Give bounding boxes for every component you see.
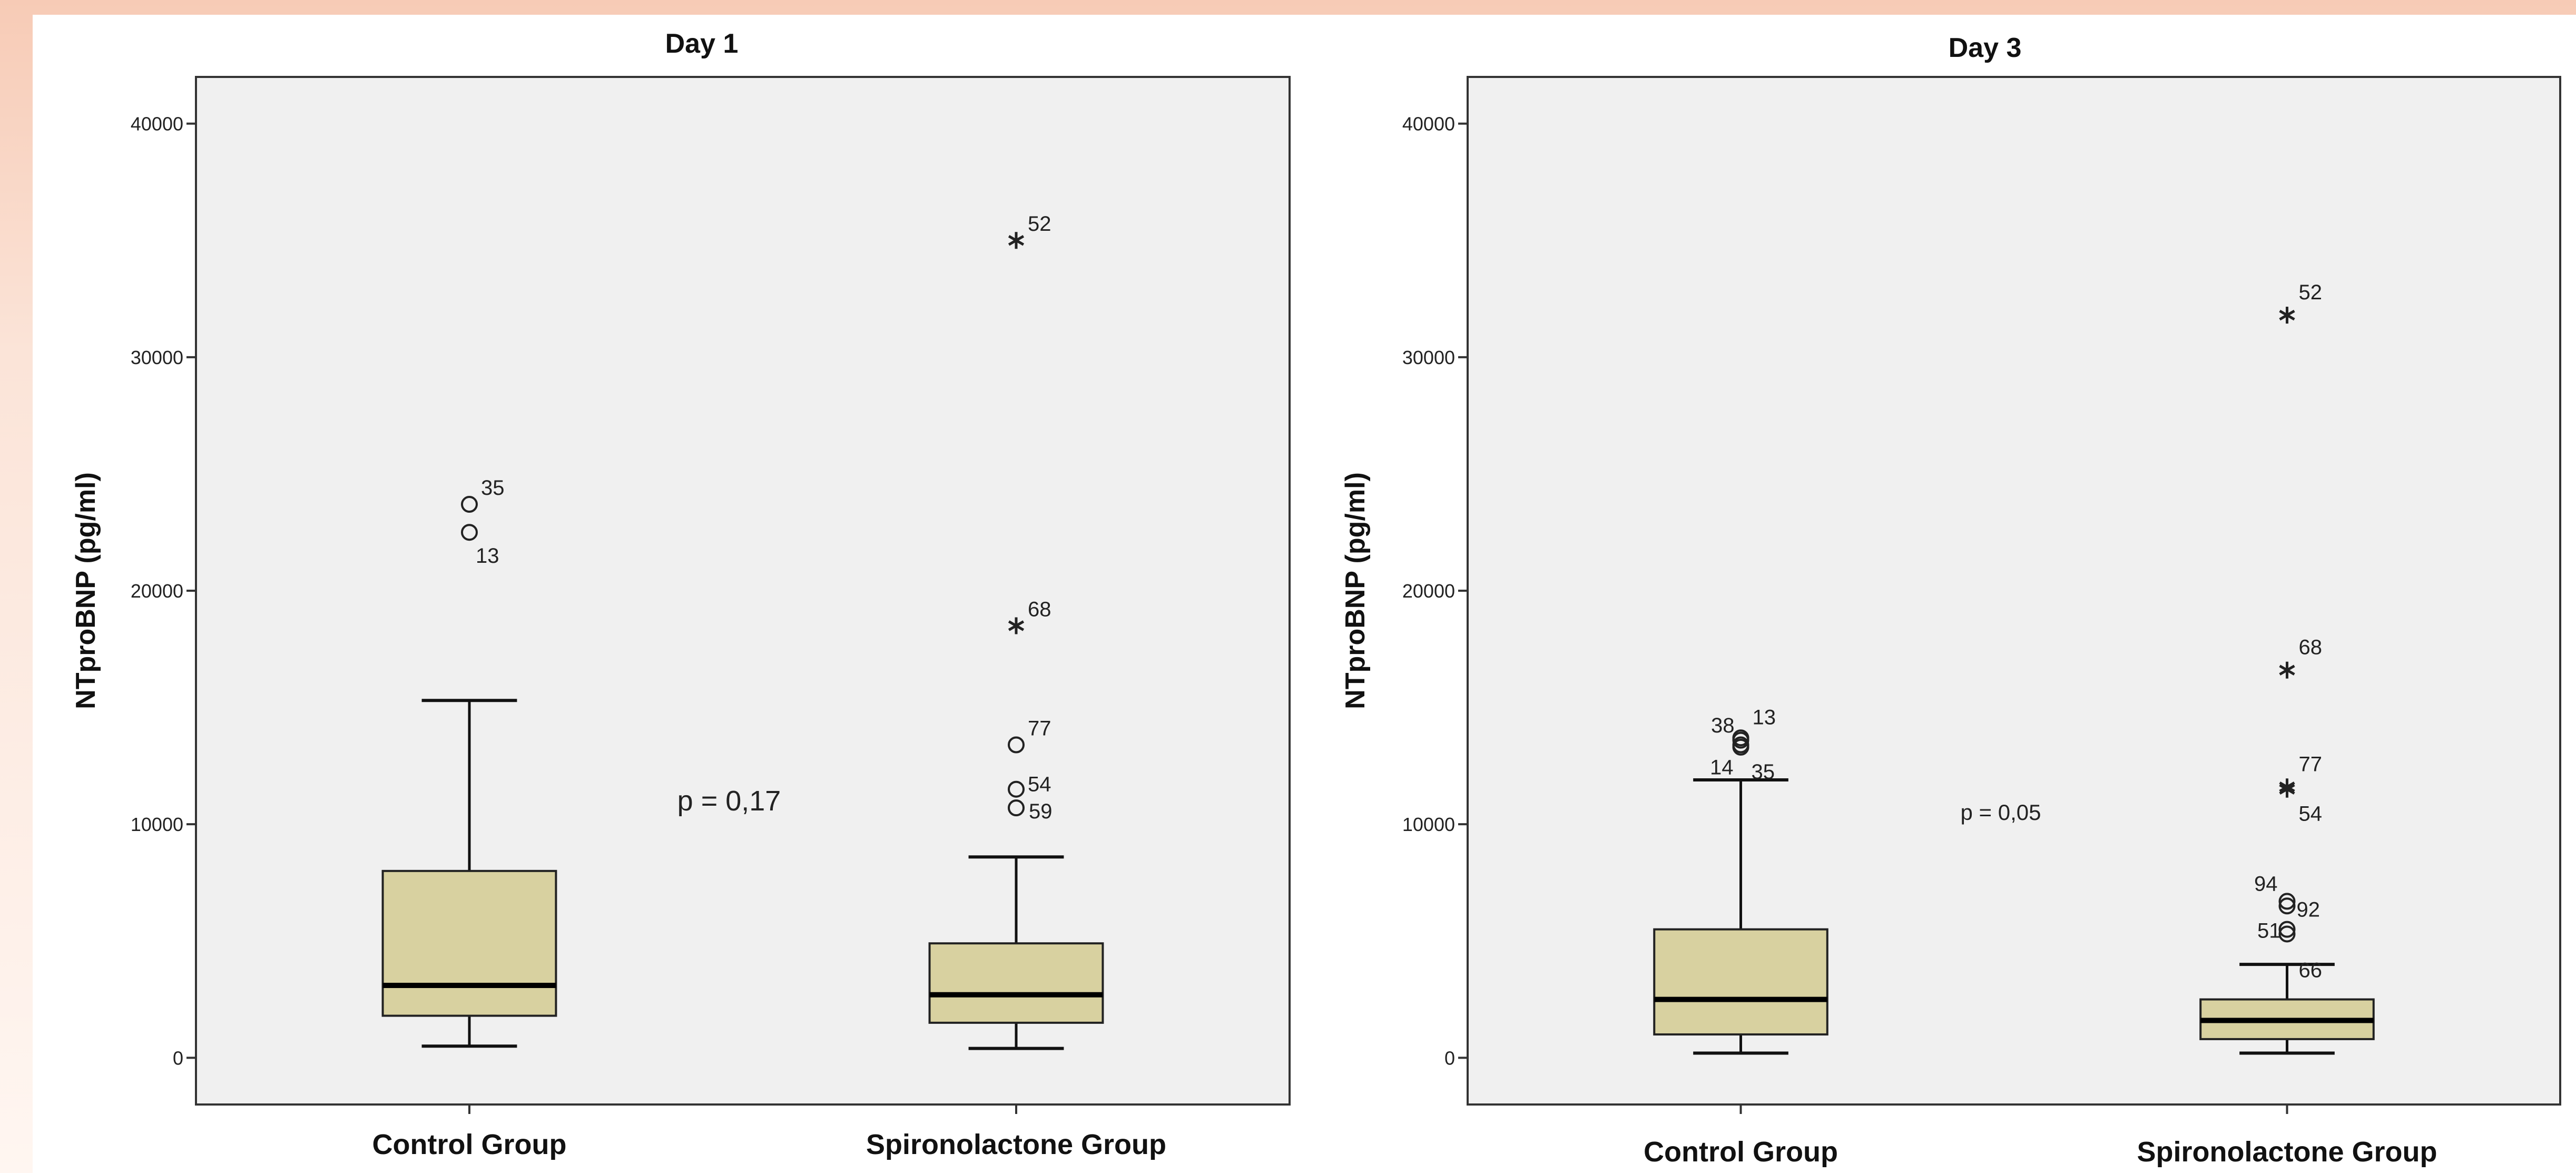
chart-0-group-0-outlier-13-circle-marker: [461, 524, 478, 541]
chart-1-group-1-outlier-92-circle-marker: [2278, 897, 2296, 915]
chart-0-plot-area: [195, 76, 1291, 1106]
chart-1-group-1-outlier-51-label: 51: [2257, 920, 2281, 943]
chart-0-group-1-category-label: Spironolactone Group: [866, 1129, 1166, 1160]
figure: Day 1 NTproBNP (pg/ml) 0 10000 20000 30000 400…: [33, 15, 2576, 1173]
chart-0-y-tick-label: 40000: [131, 113, 183, 135]
chart-0-group-1-outlier-52-star-marker-stroke: [1008, 235, 1025, 246]
chart-1-group-0-outlier-14-label: 14: [1710, 756, 1734, 779]
chart-1-group-1-outlier-52-star-marker-stroke: [2279, 309, 2295, 321]
chart-0-group-1-outlier-59-circle-marker: [1008, 799, 1025, 817]
chart-1-group-0-outlier-13-circle-marker: [1732, 731, 1749, 749]
chart-1-group-0-outlier-35-label: 35: [1752, 760, 1775, 784]
chart-1-y-axis-label: NTproBNP (pg/ml): [1340, 472, 1371, 709]
chart-0-p-value-annotation: p = 0,17: [677, 785, 781, 817]
chart-1-group-1-outlier-54-label: 54: [2299, 803, 2323, 826]
chart-1-y-tick-label: 20000: [1402, 580, 1455, 602]
chart-1-group-0-category-label: Control Group: [1644, 1136, 1838, 1168]
chart-0-group-0-outlier-35-circle-marker: [461, 496, 478, 513]
chart-1-group-1-outlier-68-star-marker-stroke: [2279, 664, 2295, 676]
chart-1-plot-area: [1467, 76, 2561, 1106]
chart-1-y-tick-label: 30000: [1402, 347, 1455, 368]
chart-0-group-0-outlier-13-label: 13: [476, 544, 499, 568]
boxplot-figure: Day 1 NTproBNP (pg/ml) 0 10000 20000 30000 400…: [71, 28, 2561, 1168]
chart-0-group-1-outlier-54-circle-marker: [1008, 780, 1025, 798]
chart-1-y-tick-label: 40000: [1402, 113, 1455, 135]
chart-1-group-0-outlier-38-label: 38: [1711, 714, 1735, 737]
chart-0-group-1-outlier-52-star-marker: [1008, 232, 1025, 249]
chart-1-group-1-outlier-77-label: 77: [2299, 752, 2323, 776]
chart-1-group-1-outlier-51-circle-marker: [2278, 921, 2296, 938]
chart-0-y-axis-label: NTproBNP (pg/ml): [71, 472, 101, 709]
chart-1-group-1-outlier-54-star-marker-stroke: [2279, 784, 2295, 795]
chart-0-y-tick-label: 10000: [131, 814, 183, 835]
chart-0-group-1-outlier-52-label: 52: [1028, 212, 1051, 236]
chart-0-y-tick-label: 0: [173, 1047, 183, 1069]
chart-1-y-tick-label: 0: [1444, 1047, 1455, 1069]
chart-0-group-1-outlier-68-label: 68: [1028, 598, 1051, 621]
chart-1-group-0-outlier-35-circle-marker: [1732, 738, 1749, 756]
chart-0-title: Day 1: [665, 28, 739, 59]
chart-0-group-0-outlier-35-label: 35: [481, 476, 505, 500]
chart-0-group-1-outlier-54-label: 54: [1028, 773, 1051, 796]
chart-1-group-1-outlier-94-label: 94: [2254, 872, 2278, 895]
chart-1-y-tick-label: 10000: [1402, 814, 1455, 835]
chart-1-group-1-outlier-68-star-marker: [2279, 661, 2295, 679]
chart-0-group-1-outlier-68-star-marker: [1008, 617, 1025, 634]
chart-0-group-0-category-label: Control Group: [372, 1129, 567, 1160]
chart-0-group-1-outlier-77-circle-marker: [1008, 736, 1025, 754]
chart-0-y-tick-label: 30000: [131, 347, 183, 368]
chart-1-group-1-outlier-92-label: 92: [2297, 898, 2321, 921]
chart-1-group-1-outlier-54-star-marker: [2279, 780, 2295, 798]
chart-1-group-1-outlier-66-circle-marker: [2278, 925, 2296, 943]
chart-0-group-1-box: [928, 942, 1104, 1024]
chart-1-group-1-outlier-52-star-marker: [2279, 307, 2295, 324]
chart-0-y-tick-label: 20000: [131, 580, 183, 602]
chart-0-group-0-box: [381, 869, 557, 1017]
chart-0-group-1-outlier-77-label: 77: [1028, 717, 1051, 740]
chart-1-p-value-annotation: p = 0,05: [1961, 800, 2041, 825]
chart-1-group-1-category-label: Spironolactone Group: [2137, 1136, 2437, 1168]
chart-0-group-1-outlier-68-star-marker-stroke: [1008, 620, 1025, 631]
chart-1-group-0-outlier-13-label: 13: [1753, 706, 1776, 729]
chart-0-group-1-outlier-59-label: 59: [1029, 800, 1053, 823]
chart-1-group-1-outlier-68-label: 68: [2299, 636, 2323, 659]
chart-1-group-1-outlier-94-circle-marker: [2278, 893, 2296, 910]
chart-1-group-1-outlier-52-label: 52: [2299, 281, 2323, 304]
chart-1-title: Day 3: [1949, 33, 2022, 63]
chart-1-group-0-box: [1653, 928, 1828, 1036]
chart-1-group-1-outlier-66-label: 66: [2299, 959, 2323, 982]
